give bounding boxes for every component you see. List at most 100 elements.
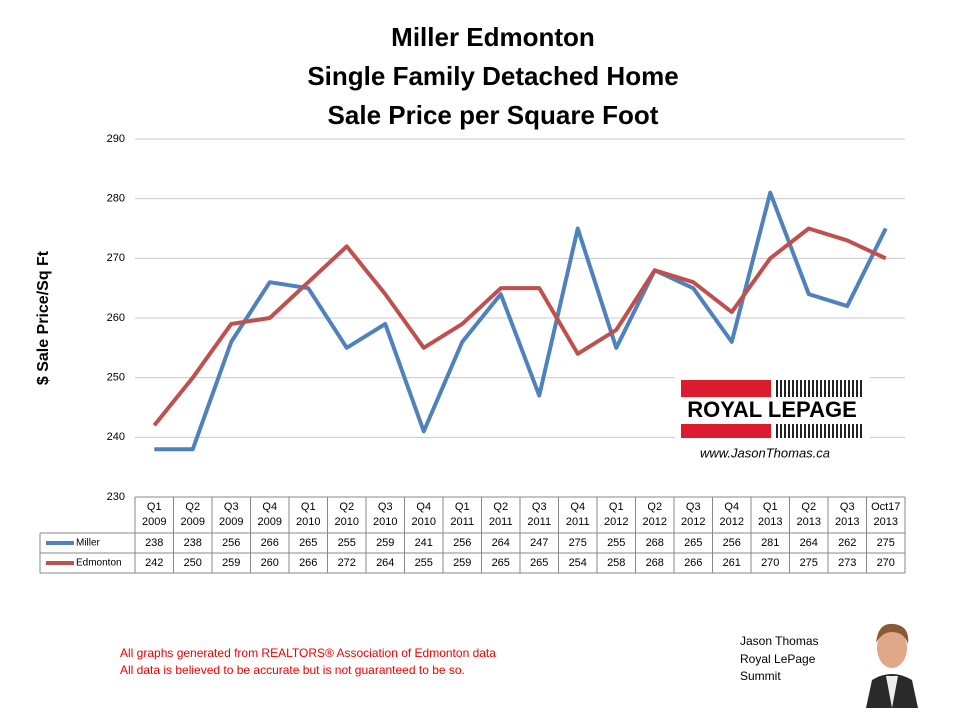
table-value: 266 (684, 557, 702, 569)
x-tick-label: 2010 (296, 516, 320, 528)
x-tick-label: 2010 (373, 516, 397, 528)
y-tick-label: 280 (107, 193, 125, 205)
logo-bar (681, 380, 771, 397)
table-value: 261 (723, 557, 741, 569)
table-value: 281 (761, 537, 779, 549)
series-line (154, 190, 888, 452)
y-tick-label: 260 (107, 312, 125, 324)
logo-bar (681, 424, 771, 438)
table-value: 275 (800, 557, 818, 569)
legend-label: Miller (76, 538, 101, 549)
x-tick-label: 2013 (797, 516, 821, 528)
y-tick-label: 290 (107, 133, 125, 145)
agent-info: Jason Thomas (740, 634, 819, 648)
x-tick-label: 2011 (450, 516, 474, 528)
table-value: 264 (376, 557, 394, 569)
photo-shirt (886, 676, 898, 708)
series-line (152, 226, 887, 427)
footer-note: All graphs generated from REALTORS® Asso… (120, 646, 496, 660)
table-value: 256 (453, 537, 471, 549)
x-tick-label: 2013 (874, 516, 898, 528)
x-tick-label: Q2 (185, 501, 200, 513)
x-tick-label: Q1 (763, 501, 778, 513)
x-tick-label: Q3 (840, 501, 855, 513)
table-value: 247 (530, 537, 548, 549)
x-tick-label: Q2 (493, 501, 508, 513)
logo-bar (776, 380, 864, 397)
table-value: 256 (723, 537, 741, 549)
x-tick-label: Q3 (686, 501, 701, 513)
table-value: 265 (299, 537, 317, 549)
table-value: 266 (299, 557, 317, 569)
x-tick-label: Q2 (339, 501, 354, 513)
table-value: 255 (338, 537, 356, 549)
x-tick-label: Q3 (378, 501, 393, 513)
y-tick-label: 230 (107, 491, 125, 503)
x-tick-label: 2011 (489, 516, 513, 528)
x-tick-label: 2012 (720, 516, 744, 528)
logo-text: ROYAL LEPAGE (687, 397, 857, 422)
table-value: 275 (569, 537, 587, 549)
agent-info: Royal LePage (740, 652, 816, 666)
table-value: 259 (453, 557, 471, 569)
x-tick-label: Q1 (455, 501, 470, 513)
table-value: 262 (838, 537, 856, 549)
table-value: 258 (607, 557, 625, 569)
table-value: 254 (569, 557, 587, 569)
y-axis-label: $ Sale Price/Sq Ft (35, 250, 52, 385)
table-value: 264 (492, 537, 510, 549)
x-tick-label: Q4 (570, 501, 585, 513)
table-value: 272 (338, 557, 356, 569)
x-tick-label: 2009 (258, 516, 282, 528)
table-value: 270 (877, 557, 895, 569)
x-tick-label: Q4 (724, 501, 739, 513)
y-tick-label: 250 (107, 372, 125, 384)
chart-title: Single Family Detached Home (307, 61, 678, 91)
table-value: 273 (838, 557, 856, 569)
table-value: 259 (222, 557, 240, 569)
x-tick-label: Q2 (801, 501, 816, 513)
x-tick-label: 2009 (219, 516, 243, 528)
logo-bar (776, 424, 864, 438)
table-value: 275 (877, 537, 895, 549)
table-value: 265 (684, 537, 702, 549)
x-tick-label: Q1 (609, 501, 624, 513)
photo-face (877, 628, 907, 668)
table-value: 264 (800, 537, 818, 549)
table-value: 242 (145, 557, 163, 569)
footer-note: All data is believed to be accurate but … (120, 663, 465, 677)
table-value: 255 (415, 557, 433, 569)
x-tick-label: Q4 (262, 501, 277, 513)
x-tick-label: Q4 (416, 501, 431, 513)
table-value: 260 (261, 557, 279, 569)
table-value: 268 (646, 557, 664, 569)
table-value: 266 (261, 537, 279, 549)
y-tick-label: 240 (107, 431, 125, 443)
legend-label: Edmonton (76, 558, 122, 569)
chart-title: Sale Price per Square Foot (328, 100, 659, 130)
x-tick-label: 2012 (643, 516, 667, 528)
x-tick-label: 2012 (604, 516, 628, 528)
photo-hair (876, 623, 909, 644)
table-value: 238 (145, 537, 163, 549)
table-value: 268 (646, 537, 664, 549)
table-value: 265 (530, 557, 548, 569)
x-tick-label: Q3 (532, 501, 547, 513)
table-value: 238 (184, 537, 202, 549)
x-tick-label: Oct17 (871, 501, 900, 513)
x-tick-label: 2011 (566, 516, 590, 528)
x-tick-label: 2012 (681, 516, 705, 528)
logo-url: www.JasonThomas.ca (700, 445, 830, 460)
x-tick-label: 2009 (181, 516, 205, 528)
table-value: 241 (415, 537, 433, 549)
table-value: 270 (761, 557, 779, 569)
table-value: 265 (492, 557, 510, 569)
y-tick-label: 270 (107, 252, 125, 264)
table-value: 250 (184, 557, 202, 569)
x-tick-label: 2013 (758, 516, 782, 528)
logo: ROYAL LEPAGE www.JasonThomas.ca (675, 375, 870, 460)
table-value: 255 (607, 537, 625, 549)
chart-title: Miller Edmonton (391, 22, 595, 52)
x-tick-label: 2010 (335, 516, 359, 528)
